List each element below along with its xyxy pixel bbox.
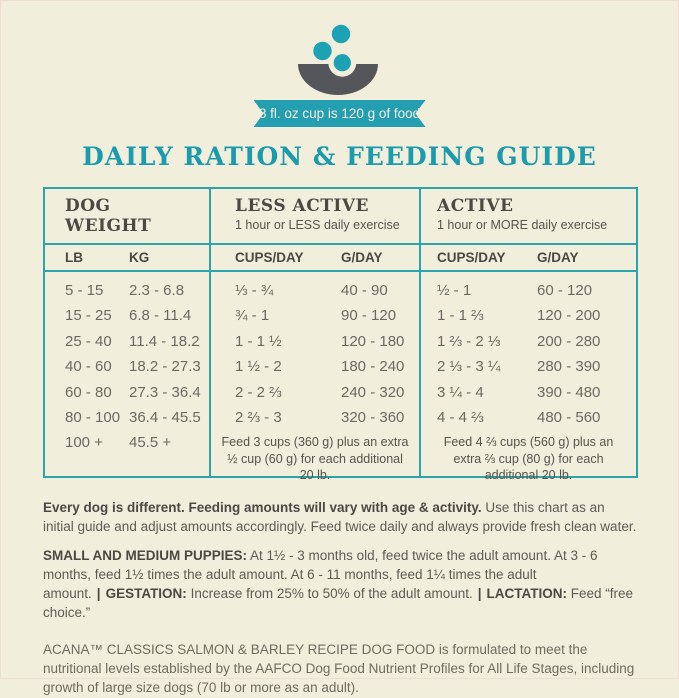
kg-column-header: KG bbox=[129, 250, 150, 265]
cups-value: 2 ⅓ - 3 ¼ bbox=[437, 358, 501, 376]
grams-value: 60 - 120 bbox=[537, 282, 593, 299]
less-active-body: ⅓ - ¾ ¾ - 1 1 - 1 ½ 1 ½ - 2 2 - 2 ⅔ 2 ⅔ … bbox=[209, 270, 419, 482]
feeding-table: DOG WEIGHT LESS ACTIVE 1 hour or LESS da… bbox=[43, 187, 638, 482]
less-active-group-header: LESS ACTIVE 1 hour or LESS daily exercis… bbox=[209, 189, 419, 243]
active-grams-column: 60 - 120 120 - 200 200 - 280 280 - 390 3… bbox=[537, 282, 636, 434]
gestation-label: GESTATION: bbox=[105, 586, 187, 602]
active-header-label: ACTIVE bbox=[437, 196, 514, 216]
puppies-gestation-lactation-note: SMALL AND MEDIUM PUPPIES: At 1½ - 3 mont… bbox=[43, 546, 639, 623]
weight-lb-value: 80 - 100 bbox=[65, 408, 121, 426]
cups-value: ⅓ - ¾ bbox=[235, 282, 274, 299]
lb-column-header: LB bbox=[65, 250, 83, 265]
gestation-text: Increase from 25% to 50% of the adult am… bbox=[186, 586, 473, 602]
grams-value: 280 - 390 bbox=[537, 358, 601, 376]
cups-value: ¾ - 1 bbox=[235, 307, 270, 325]
puppies-label: SMALL AND MEDIUM PUPPIES: bbox=[43, 547, 248, 563]
cups-value: 2 - 2 ⅔ bbox=[235, 383, 282, 401]
active-body: ½ - 1 1 - 1 ⅔ 1 ⅔ - 2 ⅓ 2 ⅓ - 3 ¼ 3 ¼ - … bbox=[419, 270, 636, 482]
weight-body: 5 - 15 15 - 25 25 - 40 40 - 60 60 - 80 8… bbox=[45, 270, 209, 476]
grams-value: 40 - 90 bbox=[341, 282, 388, 299]
active-subheaders: CUPS/DAY G/DAY bbox=[419, 243, 636, 270]
cups-value: 1 - 1 ⅔ bbox=[437, 307, 484, 325]
weight-lb-value: 100 + bbox=[65, 434, 103, 452]
less-active-cups-column: ⅓ - ¾ ¾ - 1 1 - 1 ½ 1 ½ - 2 2 - 2 ⅔ 2 ⅔ … bbox=[235, 282, 341, 434]
weight-kg-value: 6.8 - 11.4 bbox=[129, 307, 192, 325]
active-group-header: ACTIVE 1 hour or MORE daily exercise bbox=[419, 189, 636, 243]
active-subtitle: 1 hour or MORE daily exercise bbox=[437, 218, 608, 233]
weight-lb-value: 25 - 40 bbox=[65, 332, 112, 350]
weight-kg-value: 18.2 - 27.3 bbox=[129, 358, 201, 376]
less-active-header-label: LESS ACTIVE bbox=[235, 196, 369, 216]
grams-value: 180 - 240 bbox=[341, 358, 405, 376]
less-active-grams-column: 40 - 90 90 - 120 120 - 180 180 - 240 240… bbox=[341, 282, 419, 434]
grams-value: 240 - 320 bbox=[341, 383, 405, 401]
weight-kg-value: 45.5 + bbox=[129, 434, 172, 452]
grams-value: 320 - 360 bbox=[341, 408, 405, 426]
cup-measure-banner: 8 fl. oz cup is 120 g of food bbox=[254, 100, 426, 127]
hero-section: 8 fl. oz cup is 120 g of food bbox=[1, 1, 678, 127]
cups-value: 1 ⅔ - 2 ⅓ bbox=[437, 332, 501, 350]
grams-value: 120 - 180 bbox=[341, 332, 405, 350]
grams-value: 120 - 200 bbox=[537, 307, 601, 325]
weight-header-label: DOG WEIGHT bbox=[65, 196, 152, 237]
aafco-statement: ACANA™ CLASSICS SALMON & BARLEY RECIPE D… bbox=[43, 641, 635, 696]
cups-value: 1 ½ - 2 bbox=[235, 358, 282, 376]
weight-kg-value: 36.4 - 45.5 bbox=[129, 408, 201, 426]
separator-bar: | bbox=[96, 586, 101, 602]
puppies-text: At 1½ - 3 months old, feed twice the adu… bbox=[43, 547, 598, 602]
food-bowl-icon bbox=[297, 24, 378, 95]
cups-value: 1 - 1 ½ bbox=[235, 332, 282, 350]
cups-value: 2 ⅔ - 3 bbox=[235, 408, 282, 426]
less-active-subtitle: 1 hour or LESS daily exercise bbox=[235, 218, 400, 233]
cup-measure-text: 8 fl. oz cup is 120 g of food bbox=[258, 106, 421, 121]
cups-column-header: CUPS/DAY bbox=[437, 250, 506, 265]
general-feeding-note: Every dog is different. Feeding amounts … bbox=[43, 498, 639, 537]
lactation-label: LACTATION: bbox=[486, 586, 567, 602]
kg-values-column: 2.3 - 6.8 6.8 - 11.4 11.4 - 18.2 18.2 - … bbox=[129, 282, 209, 460]
weight-lb-value: 5 - 15 bbox=[65, 282, 104, 299]
less-active-subheaders: CUPS/DAY G/DAY bbox=[209, 243, 419, 270]
cups-value: ½ - 1 bbox=[437, 282, 472, 299]
cups-value: 4 - 4 ⅔ bbox=[437, 408, 484, 426]
weight-lb-value: 15 - 25 bbox=[65, 307, 112, 325]
active-extra-note: Feed 4 ⅔ cups (560 g) plus an extra ⅔ cu… bbox=[443, 435, 614, 483]
less-active-extra-note: Feed 3 cups (360 g) plus an extra ½ cup … bbox=[221, 435, 409, 483]
cups-column-header: CUPS/DAY bbox=[235, 250, 304, 265]
weight-group-header: DOG WEIGHT bbox=[45, 189, 209, 243]
weight-kg-value: 27.3 - 36.4 bbox=[129, 383, 201, 401]
weight-kg-value: 11.4 - 18.2 bbox=[129, 332, 200, 350]
weight-kg-value: 2.3 - 6.8 bbox=[129, 282, 185, 299]
lactation-text: Feed “free choice.” bbox=[43, 586, 634, 621]
general-note-text: Use this chart as an initial guide and a… bbox=[43, 500, 637, 535]
grams-value: 480 - 560 bbox=[537, 408, 601, 426]
active-cups-column: ½ - 1 1 - 1 ⅔ 1 ⅔ - 2 ⅓ 2 ⅓ - 3 ¼ 3 ¼ - … bbox=[437, 282, 537, 434]
grams-value: 90 - 120 bbox=[341, 307, 397, 325]
grams-column-header: G/DAY bbox=[341, 250, 383, 265]
grams-column-header: G/DAY bbox=[537, 250, 579, 265]
separator-bar: | bbox=[477, 586, 482, 602]
lb-values-column: 5 - 15 15 - 25 25 - 40 40 - 60 60 - 80 8… bbox=[65, 282, 129, 460]
grams-value: 390 - 480 bbox=[537, 383, 601, 401]
weight-subheaders: LB KG bbox=[45, 243, 209, 270]
footnotes-section: Every dog is different. Feeding amounts … bbox=[43, 498, 639, 698]
weight-lb-value: 40 - 60 bbox=[65, 358, 112, 376]
page-title: DAILY RATION & FEEDING GUIDE bbox=[82, 142, 597, 171]
cups-value: 3 ¼ - 4 bbox=[437, 383, 484, 401]
weight-lb-value: 60 - 80 bbox=[65, 383, 112, 401]
grams-value: 200 - 280 bbox=[537, 332, 601, 350]
general-note-bold: Every dog is different. Feeding amounts … bbox=[43, 500, 482, 515]
